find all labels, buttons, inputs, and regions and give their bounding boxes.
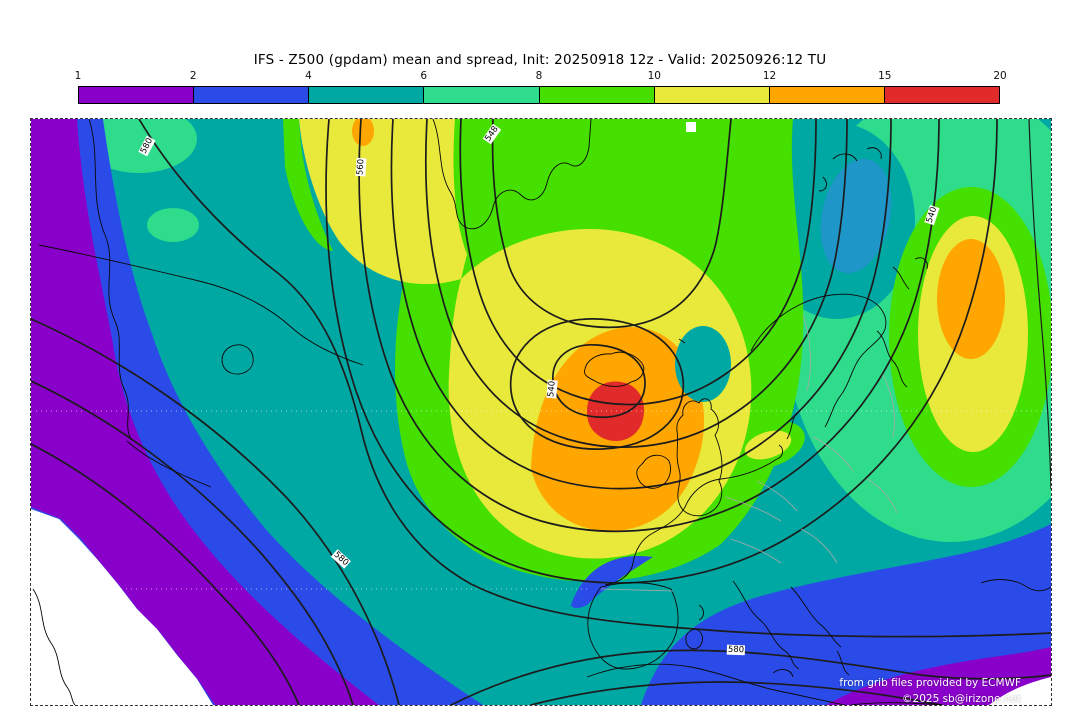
below-min-region <box>989 677 1051 705</box>
grid-lines <box>31 410 1051 590</box>
colorbar-segment <box>194 87 310 103</box>
map-area: 580 560 548 540 540 580 580 from grib files pr… <box>30 118 1052 706</box>
colorbar-segment <box>424 87 540 103</box>
colorbar-tick-label: 15 <box>878 70 892 82</box>
colorbar-gradient <box>78 86 1000 104</box>
spread-blob <box>641 524 1051 705</box>
contour-lines <box>31 119 1051 705</box>
spread-fill-layer <box>31 119 1051 705</box>
country-borders <box>600 314 898 592</box>
colorbar-tick-labels: 1 2 4 6 8 10 12 15 20 <box>74 70 1007 84</box>
below-min-region <box>31 509 213 705</box>
colorbar-segment <box>769 87 885 103</box>
attribution-source: from grib files provided by ECMWF <box>839 677 1021 689</box>
colorbar-segment <box>654 87 770 103</box>
spread-max-blob <box>587 381 645 441</box>
colorbar-tick-label: 10 <box>647 70 661 82</box>
colorbar-tick-label: 8 <box>535 70 543 82</box>
colorbar-segment <box>539 87 655 103</box>
colorbar-segment <box>309 87 425 103</box>
colorbar-tick-label: 12 <box>762 70 777 82</box>
attribution-copyright: ©2025 sb@irizone.net <box>902 693 1021 705</box>
colorbar-tick-label: 6 <box>420 70 428 82</box>
colorbar-tick-label: 4 <box>305 70 312 82</box>
spread-blob <box>31 119 379 705</box>
chart-title: IFS - Z500 (gpdam) mean and spread, Init… <box>253 52 827 68</box>
colorbar: 1 2 4 6 8 10 12 15 20 <box>74 70 1007 106</box>
colorbar-tick-label: 2 <box>189 70 197 82</box>
colorbar-segment <box>79 87 195 103</box>
colorbar-segment <box>884 87 999 103</box>
map-canvas <box>31 119 1051 705</box>
colorbar-tick-label: 20 <box>993 70 1007 82</box>
colorbar-tick-label: 1 <box>74 70 82 82</box>
coastlines <box>32 119 1051 705</box>
